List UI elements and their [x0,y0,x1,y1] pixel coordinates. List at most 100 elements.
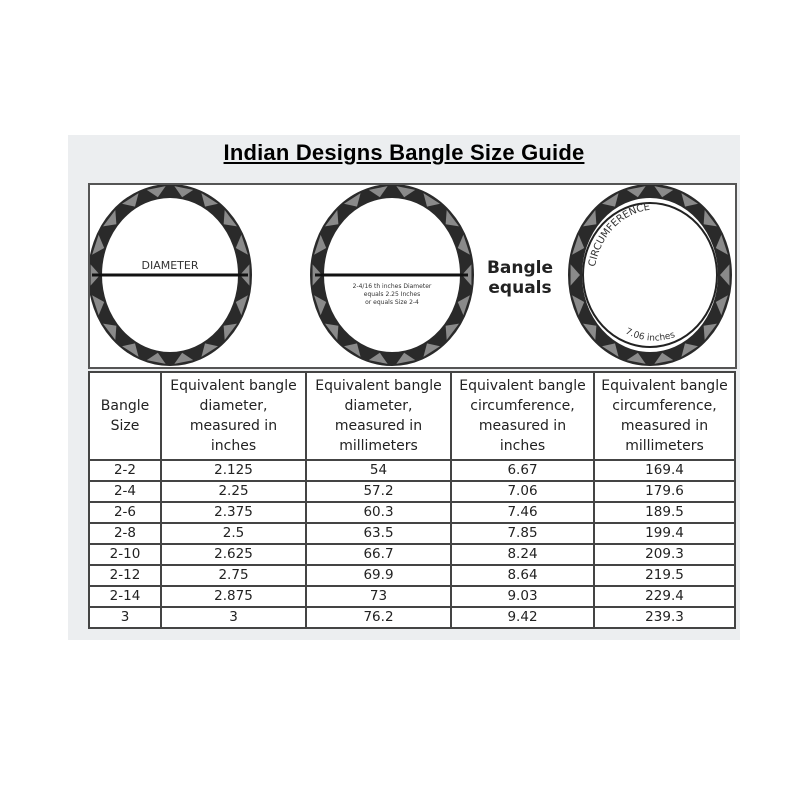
bangle-pattern-triangle [201,343,219,357]
bangle-pattern-triangle [423,193,441,207]
table-row: 2-10 2.625 66.7 8.24 209.3 [88,543,736,566]
bangle-pattern-triangle [457,234,470,255]
measurement-cell: 219.5 [593,564,736,587]
bangle-pattern-triangle [325,323,339,340]
bangle-pattern-triangle [626,186,646,198]
measurement-cell: 229.4 [593,585,736,608]
measurement-cell: 9.03 [450,585,595,608]
bangle-pattern-triangle [368,352,388,364]
bangle-illustration: DIAMETER 2-4/16 th inches Diameter equal… [88,183,737,369]
measurement-cell: 189.5 [593,501,736,524]
bangle-size-cell: 2-8 [88,522,162,545]
column-header: Equivalent bangle diameter, measured in mil… [305,371,452,461]
bangle-pattern-triangle [445,323,459,340]
bangle-pattern-triangle [92,295,105,316]
column-header: Equivalent bangle diameter, measured in inc… [160,371,307,461]
bangle-size-cell: 2-14 [88,585,162,608]
bangle-pattern-triangle [103,210,117,227]
column-header-line: measured in [189,418,278,434]
bangle-pattern-triangle [654,352,674,364]
bangle-pattern-triangle [703,210,717,227]
column-header-line: measured in [478,418,567,434]
column-header-line: circumference, [612,398,717,414]
page-title: Indian Designs Bangle Size Guide [223,140,585,165]
bangle-pattern-triangle [343,343,361,357]
column-header: Bangle Size [88,371,162,461]
bangle-pattern-triangle [583,210,597,227]
measurement-cell: 7.85 [450,522,595,545]
bangle-size-cell: 2-12 [88,564,162,587]
bangle-size-cell: 2-10 [88,543,162,566]
bangle-pattern-triangle [121,193,139,207]
measurement-cell: 2.75 [160,564,307,587]
bangle-pattern-triangle [626,352,646,364]
bangle-equals-line-2: equals [488,278,551,298]
measurement-cell: 2.625 [160,543,307,566]
bangle-equals-line-1: Bangle [487,258,553,278]
bangle-pattern-triangle [570,264,580,286]
bangle-pattern-triangle [223,323,237,340]
bangle-size-cell: 3 [88,606,162,629]
bangle-pattern-triangle [146,186,166,198]
example-note-line-1: 2-4/16 th inches Diameter [353,283,432,290]
bangle-pattern-triangle [92,234,105,255]
column-header-line: millimeters [339,438,418,454]
measurement-cell: 69.9 [305,564,452,587]
table-row: 2-14 2.875 73 9.03 229.4 [88,585,736,608]
bangle-pattern-triangle [235,234,248,255]
bangle-size-table: Bangle Size Equivalent bangle diameter, meas… [88,371,736,629]
column-header-line: circumference, [470,398,575,414]
table-row: 2-4 2.25 57.2 7.06 179.6 [88,480,736,503]
measurement-cell: 8.24 [450,543,595,566]
measurement-cell: 9.42 [450,606,595,629]
measurement-cell: 2.125 [160,459,307,482]
bangle-pattern-triangle [457,295,470,316]
column-header-line: inches [210,438,257,454]
bangle-pattern-triangle [314,234,327,255]
measurement-cell: 73 [305,585,452,608]
bangle-pattern-triangle [681,193,699,207]
example-note-line-2: equals 2.25 Inches [364,291,420,298]
bangle-pattern-triangle [396,186,416,198]
column-header: Equivalent bangle circumference, measured … [593,371,736,461]
bangle-pattern-triangle [314,295,327,316]
measurement-cell: 60.3 [305,501,452,524]
bangle-pattern-triangle [583,323,597,340]
table-row: 2-8 2.5 63.5 7.85 199.4 [88,522,736,545]
example-note-line-3: or equals Size 2-4 [365,299,419,306]
measurement-cell: 6.67 [450,459,595,482]
column-header-line: diameter, [199,398,268,414]
column-header-line: Size [110,418,140,434]
bangle-pattern-triangle [654,186,674,198]
circumference-ring [582,202,718,348]
table-row: 2-6 2.375 60.3 7.46 189.5 [88,501,736,524]
bangle-pattern-triangle [146,352,166,364]
bangle-pattern-triangle [396,352,416,364]
bangle-size-cell: 2-2 [88,459,162,482]
measurement-cell: 57.2 [305,480,452,503]
circumference-bangle-icon [568,185,732,366]
column-header-line: Bangle [100,398,150,414]
measurement-cell: 2.375 [160,501,307,524]
bangle-pattern-triangle [715,234,728,255]
bangle-pattern-triangle [720,264,730,286]
measurement-cell: 3 [160,606,307,629]
bangle-pattern-triangle [715,295,728,316]
bangle-pattern-triangle [223,210,237,227]
bangle-pattern-triangle [572,295,585,316]
bangle-pattern-triangle [103,323,117,340]
table-header-row: Bangle Size Equivalent bangle diameter, meas… [88,371,736,461]
bangle-pattern-triangle [235,295,248,316]
column-header-line: Equivalent bangle [170,378,297,394]
bangle-pattern-triangle [343,193,361,207]
measurement-cell: 7.46 [450,501,595,524]
measurement-cell: 199.4 [593,522,736,545]
bangle-pattern-triangle [703,323,717,340]
bangle-pattern-triangle [572,234,585,255]
bangle-pattern-triangle [174,352,194,364]
measurement-cell: 179.6 [593,480,736,503]
measurement-cell: 2.5 [160,522,307,545]
measurement-cell: 54 [305,459,452,482]
measurement-cell: 8.64 [450,564,595,587]
measurement-cell: 63.5 [305,522,452,545]
